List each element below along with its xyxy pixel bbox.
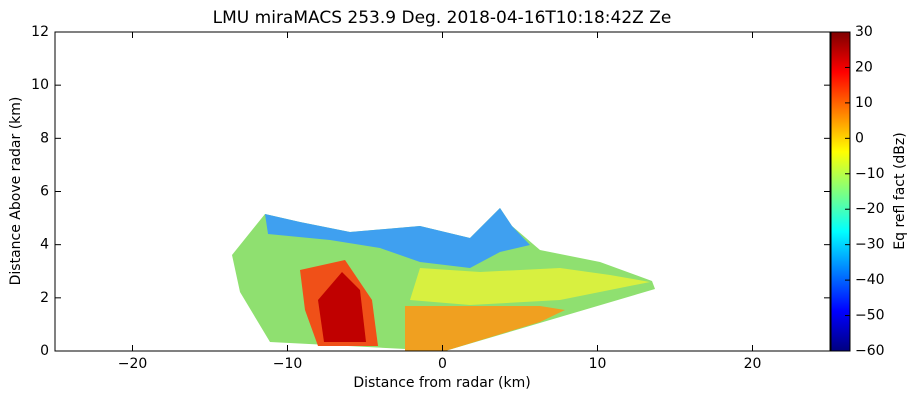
- x-tick-label: −20: [118, 356, 148, 372]
- colorbar-tick-label: 10: [855, 95, 873, 111]
- colorbar-tick-label: 0: [855, 130, 864, 146]
- echo-field: [232, 208, 655, 351]
- chart-title: LMU miraMACS 253.9 Deg. 2018-04-16T10:18…: [213, 8, 672, 28]
- x-tick-label: −10: [273, 356, 303, 372]
- colorbar-label: Eq refl fact (dBz): [892, 132, 908, 249]
- y-tick-label: 2: [40, 290, 49, 306]
- echo-region: [265, 208, 530, 268]
- x-axis-label: Distance from radar (km): [353, 375, 530, 391]
- colorbar-tick-label: −20: [855, 201, 885, 217]
- colorbar-tick-label: 30: [855, 24, 873, 40]
- y-axis-label: Distance Above radar (km): [8, 97, 24, 286]
- x-tick-label: 0: [438, 356, 447, 372]
- echo-region: [405, 306, 565, 351]
- echo-region: [410, 268, 650, 305]
- echo-region: [318, 272, 366, 342]
- y-tick-label: 8: [40, 130, 49, 146]
- y-tick-label: 10: [31, 77, 49, 93]
- x-tick-label: 20: [744, 356, 762, 372]
- colorbar-tick-label: −10: [855, 166, 885, 182]
- y-tick-label: 6: [40, 184, 49, 200]
- colorbar-tick-label: −50: [855, 308, 885, 324]
- x-tick-label: 10: [589, 356, 607, 372]
- colorbar: [830, 31, 851, 352]
- y-tick-label: 12: [31, 24, 49, 40]
- colorbar-tick-label: 20: [855, 59, 873, 75]
- y-tick-label: 0: [40, 343, 49, 359]
- y-tick-label: 4: [40, 237, 49, 253]
- colorbar-tick-label: −60: [855, 343, 885, 359]
- colorbar-tick-label: −30: [855, 237, 885, 253]
- colorbar-tick-label: −40: [855, 272, 885, 288]
